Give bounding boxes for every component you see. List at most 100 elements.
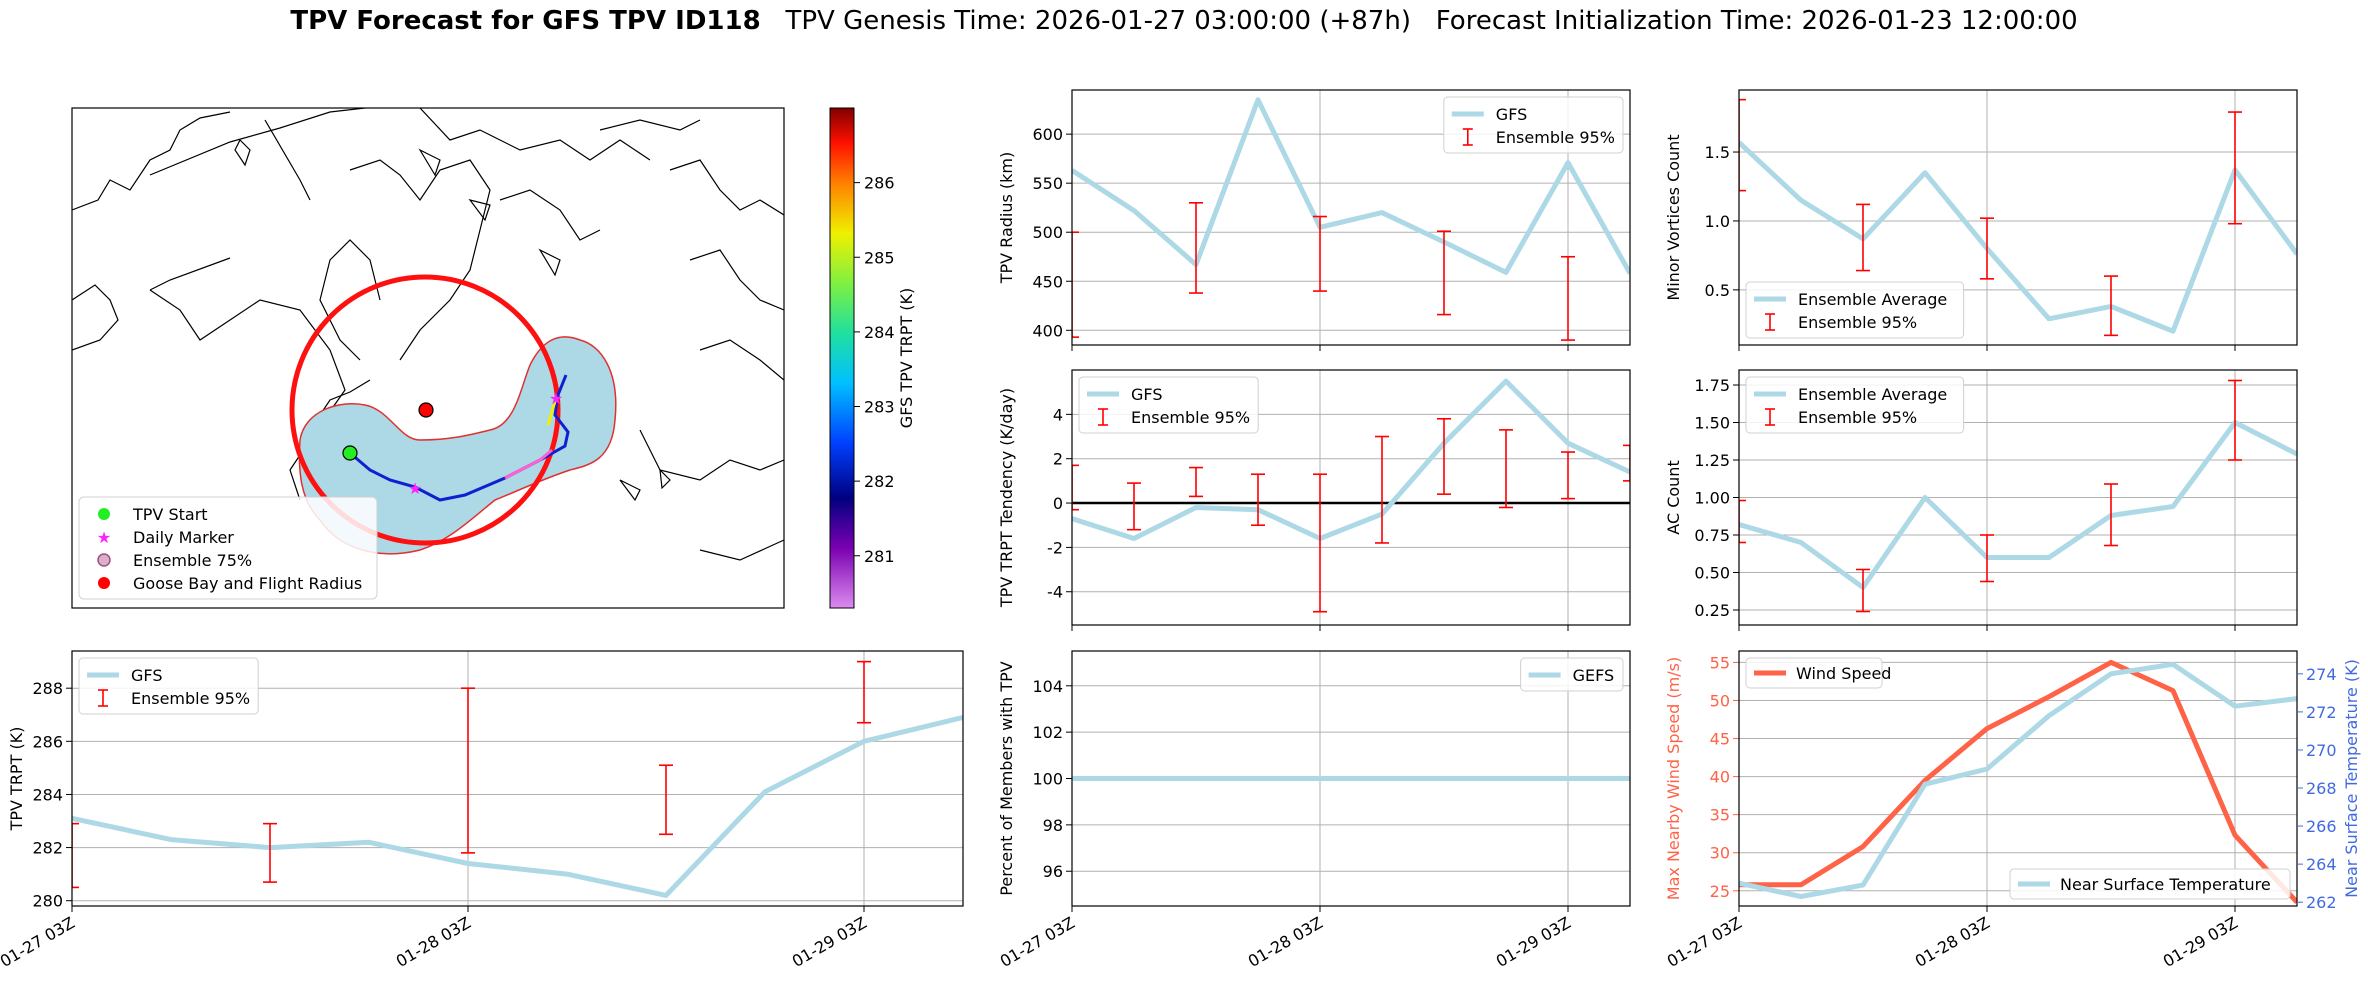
error-bar	[2228, 379, 2242, 461]
error-bar	[1499, 429, 1513, 509]
wind-temperature-chart: 25 30 35 40 45 50 55 01-27 03Z 01-28 03Z 01-29 03…	[1664, 650, 2361, 971]
y-right-tick-label: 268	[2306, 779, 2337, 798]
series-line	[72, 714, 963, 898]
y-right-tick-label: 266	[2306, 817, 2337, 836]
y-right-tick-label: 270	[2306, 741, 2337, 760]
error-bar	[2104, 275, 2118, 337]
colorbar-tick-label: 286	[864, 174, 895, 193]
y-tick-label: -4	[1047, 583, 1063, 602]
legend-ensemble-symbol	[97, 553, 111, 567]
colorbar-tick-label: 281	[864, 547, 895, 566]
error-bar	[1251, 473, 1265, 527]
y-tick-label: 0.50	[1694, 564, 1730, 583]
coastline-islands	[234, 138, 671, 502]
legend-errorbar-swatch	[1765, 408, 1775, 426]
map-panel: ★ ★ TPV Start ★ Daily Marker Ensemble 75…	[71, 107, 785, 609]
error-bar	[2228, 111, 2242, 225]
legend-goose-bay: Goose Bay and Flight Radius	[133, 574, 362, 593]
y-tick-label: -2	[1047, 538, 1063, 557]
y-tick-label: 4	[1053, 405, 1063, 424]
tpv-track-segment-warm	[504, 448, 553, 480]
legend-box	[1078, 376, 1259, 434]
error-bar	[263, 822, 277, 883]
y-axis-label: TPV TRPT Tendency (K/day)	[997, 388, 1016, 608]
legend-box	[78, 657, 259, 715]
y-tick-label: 45	[1710, 730, 1730, 749]
error-bar	[1856, 203, 1870, 272]
error-bar	[1856, 568, 1870, 613]
series-line	[1072, 378, 1630, 541]
axes-frame	[1071, 650, 1631, 907]
legend-label: Ensemble 95%	[1798, 313, 1917, 332]
y-tick-label: 286	[32, 732, 63, 751]
colorbar-ticks: 281 282 283 284 285 286	[854, 174, 895, 566]
legend: GFS Ensemble 95%	[1078, 376, 1259, 434]
x-tick-label: 01-29 03Z	[1493, 913, 1574, 971]
legend-label: Ensemble 95%	[1496, 128, 1615, 147]
plot-area	[1072, 97, 1630, 341]
legend-goose-bay-symbol	[98, 577, 110, 589]
y-tick-label: 450	[1032, 272, 1063, 291]
figure-title-init: Forecast Initialization Time: 2026-01-23…	[1435, 6, 2078, 36]
flight-radius-circle	[289, 274, 561, 546]
series-line	[1739, 659, 2297, 904]
legend-errorbar-swatch	[1098, 408, 1108, 426]
y-axis-label: TPV TRPT (K)	[7, 727, 26, 832]
daily-marker-1: ★	[408, 479, 422, 498]
error-bar	[1437, 417, 1451, 495]
y-tick-label: 102	[1032, 723, 1063, 742]
error-bar	[461, 687, 475, 854]
y-tick-label: 1.75	[1694, 376, 1730, 395]
x-tick-label: 01-29 03Z	[789, 913, 870, 971]
series-line	[1739, 420, 2297, 590]
error-bar	[1072, 464, 1079, 511]
y-tick-label: 0.75	[1694, 526, 1730, 545]
legend: Wind Speed	[1745, 657, 1891, 689]
y-right-tick-label: 274	[2306, 665, 2337, 684]
legend-label: Wind Speed	[1796, 664, 1891, 683]
x-tick-label: 01-28 03Z	[1912, 913, 1993, 971]
axes-frame	[1738, 650, 2298, 907]
y-tick-label: 35	[1710, 806, 1730, 825]
error-bar	[1561, 255, 1575, 341]
y-tick-label: 25	[1710, 882, 1730, 901]
y-tick-label: 1.5	[1705, 143, 1730, 162]
colorbar-tick-label: 283	[864, 398, 895, 417]
legend-errorbar-swatch	[1765, 313, 1775, 331]
y-tick-label: 30	[1710, 844, 1730, 863]
goose-bay-marker	[418, 402, 434, 418]
legend-label: Ensemble 95%	[1131, 408, 1250, 427]
y-tick-label: 500	[1032, 223, 1063, 242]
legend: GFS Ensemble 95%	[78, 657, 259, 715]
legend-box	[2009, 868, 2291, 900]
legend-box	[1745, 281, 1965, 339]
series-line	[1739, 140, 2297, 334]
y-tick-label: 288	[32, 679, 63, 698]
error-bar	[1739, 499, 1746, 544]
legend-label: Ensemble 95%	[131, 689, 250, 708]
legend-box	[1520, 657, 1624, 692]
y-axis-label: TPV Radius (km)	[997, 152, 1016, 285]
x-tick-label: 01-28 03Z	[393, 913, 474, 971]
ac-count-chart: 0.25 0.50 0.75 1.00 1.25 1.50 1.75 AC Count Ense…	[1664, 369, 2298, 631]
y-tick-label: 0.25	[1694, 601, 1730, 620]
coastline-central	[149, 108, 491, 501]
daily-marker-2: ★	[549, 389, 563, 408]
plot-area	[1739, 379, 2297, 613]
colorbar-tick-label: 284	[864, 323, 895, 342]
error-bar	[1623, 444, 1630, 482]
y-tick-label: 550	[1032, 174, 1063, 193]
axes-frame	[1738, 89, 2298, 346]
error-bar	[2104, 483, 2118, 547]
y-tick-label: 282	[32, 839, 63, 858]
y-tick-label: 0.5	[1705, 281, 1730, 300]
legend-daily-marker-symbol: ★	[97, 528, 111, 547]
legend-box	[1443, 96, 1624, 154]
trpt-chart: 280 282 284 286 288 01-27 03Z 01-28 03Z 01-29 0…	[0, 650, 964, 971]
x-tick-label: 01-28 03Z	[1245, 913, 1326, 971]
error-bar	[1980, 217, 1994, 280]
coastline-west	[72, 111, 231, 351]
legend-tpv-start-symbol	[98, 508, 110, 520]
x-tick-label: 01-27 03Z	[997, 913, 1078, 971]
